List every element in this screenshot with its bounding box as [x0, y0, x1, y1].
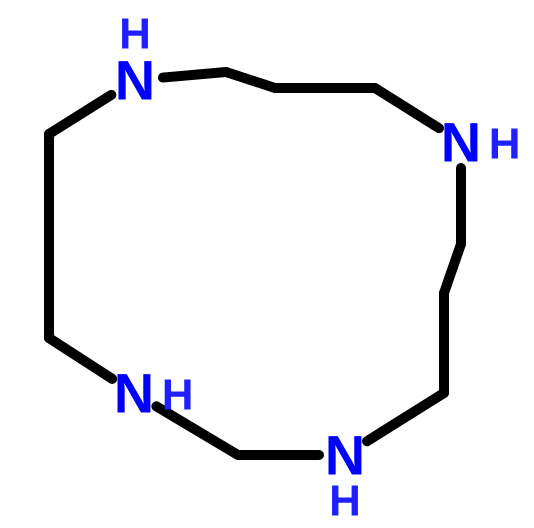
- bond-line: [226, 72, 275, 88]
- bond-line: [163, 72, 226, 78]
- molecule-diagram: NHNHNHNH: [0, 0, 534, 528]
- bond-line: [375, 88, 439, 128]
- hydrogen-label: H: [489, 120, 521, 169]
- nitrogen-label: N: [114, 362, 154, 425]
- bond-line: [49, 338, 112, 379]
- hydrogen-label: H: [162, 371, 194, 420]
- hydrogen-label: H: [329, 476, 361, 525]
- bond-line: [444, 244, 461, 293]
- nitrogen-label: N: [441, 111, 481, 174]
- bond-line: [49, 95, 111, 134]
- hydrogen-label: H: [119, 10, 151, 59]
- bond-line: [367, 393, 444, 441]
